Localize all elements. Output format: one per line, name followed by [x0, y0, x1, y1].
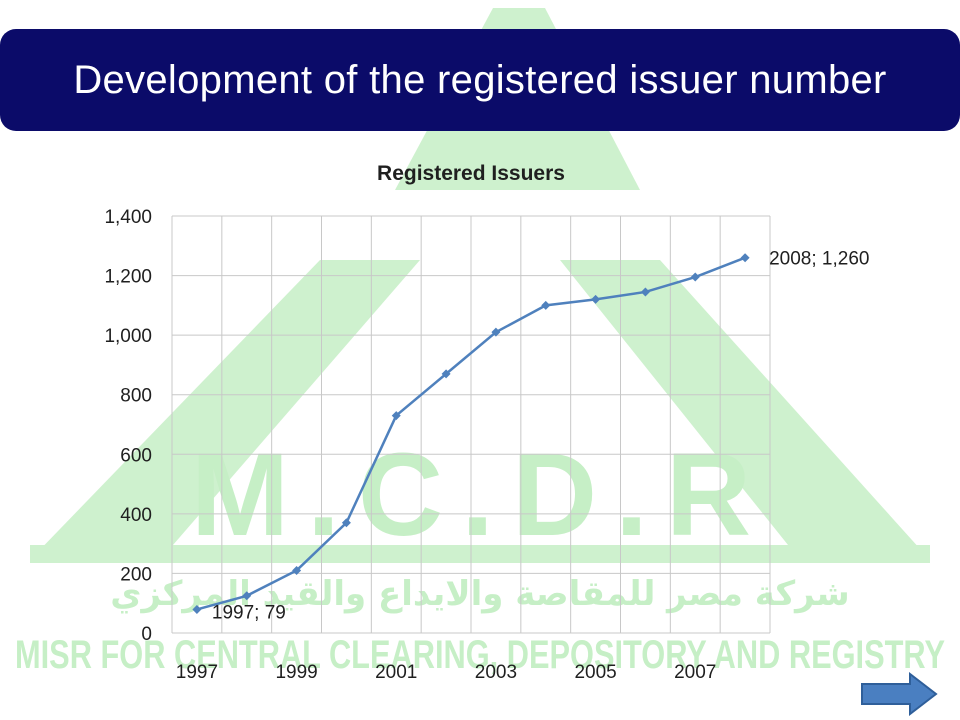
data-point [441, 369, 451, 379]
x-tick-label: 2007 [674, 662, 716, 683]
data-point [491, 327, 501, 337]
y-tick-label: 0 [141, 624, 152, 645]
data-point [690, 272, 700, 282]
right-arrow-icon [861, 672, 938, 716]
data-point [541, 300, 551, 310]
data-label: 2008; 1,260 [769, 249, 869, 270]
watermark-english: MISR FOR CENTRAL CLEARING, DEPOSITORY AN… [15, 633, 945, 677]
data-labels: 1997; 79 2008; 1,260 [212, 249, 870, 624]
data-point [341, 518, 351, 528]
data-point [591, 294, 601, 304]
slide-title: Development of the registered issuer num… [73, 57, 887, 102]
data-point [242, 591, 252, 601]
watermark-band [30, 545, 930, 563]
data-point [640, 287, 650, 297]
y-tick-label: 1,400 [104, 207, 152, 228]
y-tick-label: 800 [120, 386, 152, 407]
series-line [196, 256, 746, 611]
y-tick-label: 200 [120, 564, 152, 585]
chart-title: Registered Issuers [377, 162, 565, 185]
x-tick-label: 2001 [375, 662, 417, 683]
x-tick-label: 2005 [574, 662, 616, 683]
y-tick-label: 1,000 [104, 326, 152, 347]
data-point [292, 565, 302, 575]
data-label: 1997; 79 [212, 602, 286, 623]
y-tick-label: 600 [120, 445, 152, 466]
data-point [391, 411, 401, 421]
chart-grid [171, 215, 771, 634]
x-tick-label: 1999 [275, 662, 317, 683]
x-axis-ticks: 1997 1999 2001 2003 2005 2007 [176, 662, 717, 683]
chart-series [192, 253, 750, 614]
y-tick-label: 400 [120, 505, 152, 526]
data-point [740, 253, 750, 263]
x-tick-label: 1997 [176, 662, 218, 683]
slide-title-bar: Development of the registered issuer num… [0, 29, 960, 131]
y-axis-ticks: 0 200 400 600 800 1,000 1,200 1,400 [104, 207, 152, 645]
y-tick-label: 1,200 [104, 267, 152, 288]
data-point [192, 604, 202, 614]
next-slide-button[interactable] [860, 672, 938, 716]
watermark-arabic: شركة مصر للمقاصة والايداع والقيد المركزي [110, 574, 849, 614]
x-tick-label: 2003 [475, 662, 517, 683]
